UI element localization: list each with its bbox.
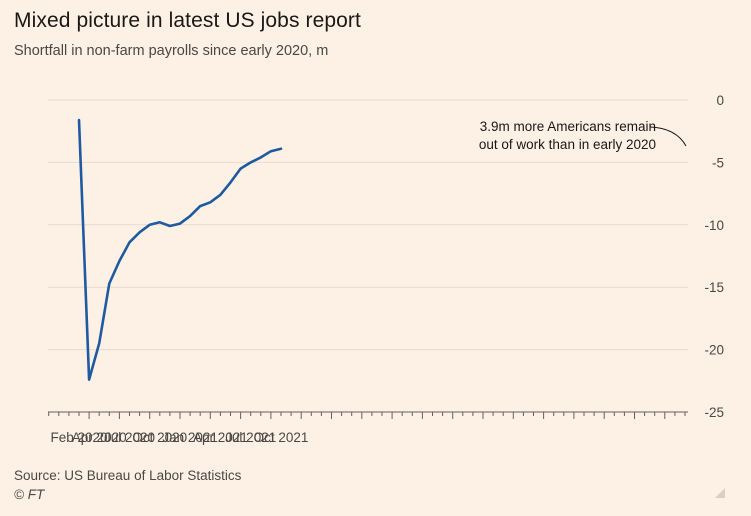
y-tick-label: -10 <box>704 218 724 233</box>
y-tick-label: -15 <box>704 280 724 295</box>
annotation-group: 3.9m more Americans remain out of work t… <box>479 119 687 152</box>
y-tick-label: -20 <box>704 343 724 358</box>
x-tick-label: Feb 2020 <box>50 430 107 445</box>
annotation-line-2: out of work than in early 2020 <box>479 137 656 152</box>
y-tick-label: -25 <box>704 405 724 420</box>
chart-subtitle: Shortfall in non-farm payrolls since ear… <box>14 43 329 59</box>
y-axis-tick-labels: 0 -5 -10 -15 -20 -25 <box>704 93 724 420</box>
x-tick-label: Jan 2021 <box>162 430 218 445</box>
series-line <box>77 118 283 381</box>
resize-handle-icon <box>715 488 725 498</box>
x-tick-label: Apr 2020 <box>72 430 127 445</box>
y-tick-label: -5 <box>712 155 724 170</box>
x-tick-label: Oct 2021 <box>254 430 309 445</box>
y-tick-label: 0 <box>716 93 724 108</box>
x-tick-label: Jul 2021 <box>225 430 276 445</box>
chart-title: Mixed picture in latest US jobs report <box>14 9 361 32</box>
copyright-note: © FT <box>14 487 45 502</box>
x-tick-label: Oct 2020 <box>132 430 187 445</box>
source-note: Source: US Bureau of Labor Statistics <box>14 468 242 483</box>
series-group <box>77 118 283 381</box>
annotation-line-1: 3.9m more Americans remain <box>480 119 656 134</box>
x-tick-label: Apr 2021 <box>193 430 248 445</box>
annotation-connector <box>649 126 687 147</box>
x-tick-label: Jul 2020 <box>104 430 155 445</box>
